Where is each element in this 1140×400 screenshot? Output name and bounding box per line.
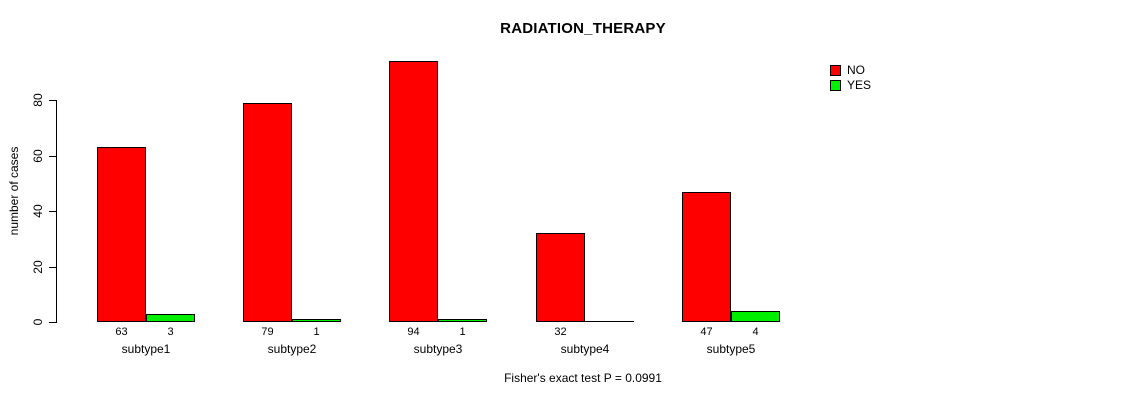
y-tick — [49, 156, 56, 157]
y-tick-label: 20 — [31, 260, 45, 274]
bar-yes-subtype2 — [292, 319, 341, 322]
chart-title: RADIATION_THERAPY — [500, 20, 666, 37]
legend-item-no: NO — [830, 64, 871, 77]
y-axis-line — [56, 100, 57, 323]
category-label-subtype1: subtype1 — [121, 342, 171, 356]
bar-no-subtype2 — [243, 103, 292, 322]
y-tick — [49, 322, 56, 323]
bar-yes-subtype4 — [585, 321, 634, 322]
bar-yes-subtype3 — [438, 319, 487, 322]
bar-value-label: 1 — [313, 326, 320, 338]
category-label-subtype5: subtype5 — [706, 342, 756, 356]
category-label-subtype3: subtype3 — [413, 342, 463, 356]
bar-value-label: 47 — [700, 326, 713, 338]
bar-value-label: 4 — [752, 326, 759, 338]
legend-item-yes: YES — [830, 79, 871, 92]
y-axis-label: number of cases — [7, 146, 21, 236]
bar-no-subtype4 — [536, 233, 585, 322]
bar-value-label: 79 — [261, 326, 274, 338]
bar-yes-subtype5 — [731, 311, 780, 322]
bar-value-label: 3 — [167, 326, 174, 338]
legend: NO YES — [830, 64, 871, 94]
footer-annotation: Fisher's exact test P = 0.0991 — [504, 371, 662, 385]
bar-value-label: 32 — [554, 326, 567, 338]
bar-no-subtype5 — [682, 192, 731, 322]
legend-label: YES — [847, 78, 872, 92]
y-tick-label: 0 — [31, 318, 45, 326]
category-label-subtype2: subtype2 — [267, 342, 317, 356]
bar-value-label: 1 — [459, 326, 466, 338]
bar-no-subtype3 — [389, 61, 438, 322]
bar-yes-subtype1 — [146, 314, 195, 322]
legend-label: NO — [847, 63, 865, 77]
y-tick-label: 60 — [31, 149, 45, 163]
y-tick-label: 80 — [31, 93, 45, 107]
legend-swatch-no — [830, 65, 841, 76]
y-tick — [49, 211, 56, 212]
y-tick-label: 40 — [31, 204, 45, 218]
category-label-subtype4: subtype4 — [560, 342, 610, 356]
bar-no-subtype1 — [97, 147, 146, 322]
legend-swatch-yes — [830, 80, 841, 91]
bar-value-label: 94 — [407, 326, 420, 338]
y-tick — [49, 267, 56, 268]
bar-value-label: 63 — [115, 326, 128, 338]
y-tick — [49, 100, 56, 101]
